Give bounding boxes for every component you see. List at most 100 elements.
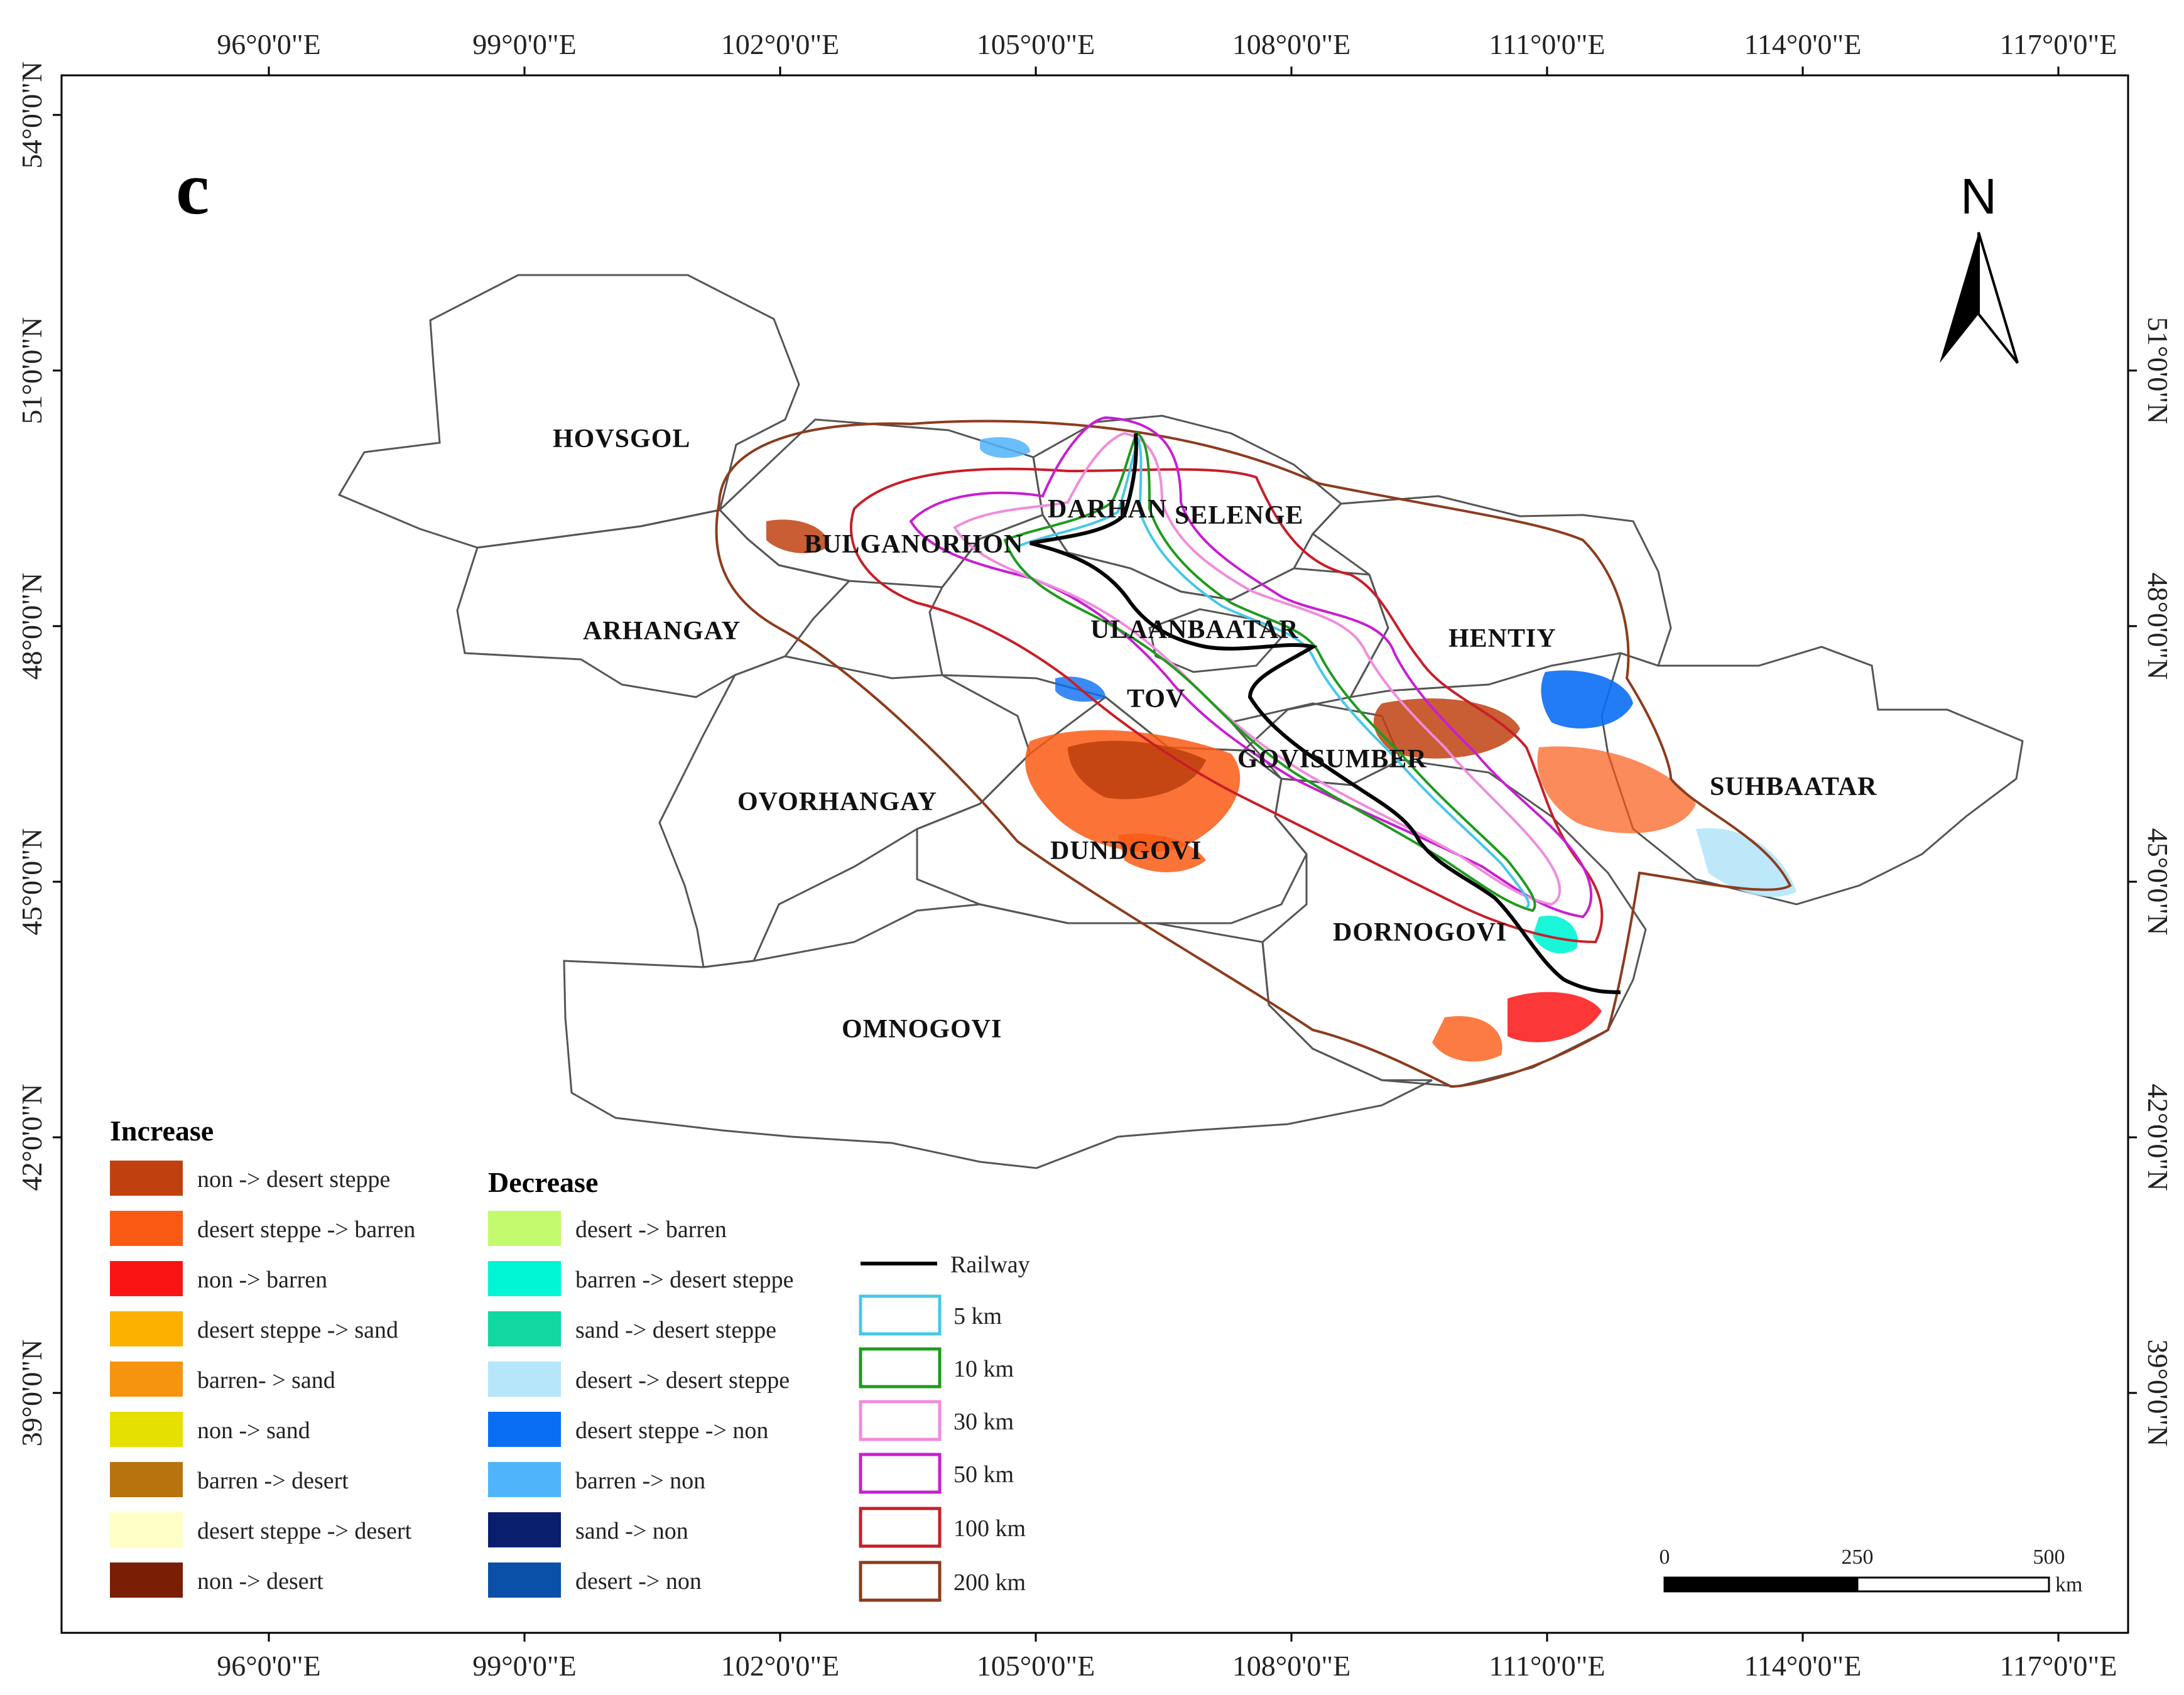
legend-decrease-title: Decrease (488, 1166, 598, 1198)
region-label: TOV (1127, 685, 1185, 713)
legend-swatch (488, 1412, 561, 1447)
right-tick-label: 42°0'0"N (2142, 1084, 2174, 1191)
legend-buffer-item: 10 km (859, 1347, 1014, 1389)
legend-label: non -> barren (197, 1267, 327, 1293)
left-tick-label: 54°0'0"N (16, 62, 48, 169)
legend-swatch (110, 1512, 183, 1547)
legend-swatch (110, 1211, 183, 1246)
scale-label: 0 (1660, 1546, 1670, 1569)
buffer-zones (715, 416, 1792, 1088)
legend-buffer-item: 200 km (859, 1561, 1026, 1602)
scale-label: 500 (2033, 1546, 2065, 1569)
region-label: OVORHANGAY (737, 788, 937, 816)
legend-decrease-item: barren -> desert steppe (488, 1261, 793, 1296)
region-label: ULAANBAATAR (1090, 615, 1298, 644)
legend-swatch (488, 1562, 561, 1598)
bottom-tick-label: 117°0'0"E (2000, 1650, 2117, 1682)
left-tick-label: 51°0'0"N (16, 317, 48, 425)
region-label: OMNOGOVI (842, 1015, 1002, 1044)
legend-swatch (488, 1362, 561, 1397)
legend-swatch (488, 1211, 561, 1246)
right-tick-label: 45°0'0"N (2142, 828, 2174, 936)
right-tick-label: 48°0'0"N (2142, 573, 2174, 680)
legend-decrease-item: desert -> desert steppe (488, 1362, 790, 1397)
dornogovi-boundary (1261, 759, 1647, 1088)
legend-swatch (110, 1462, 183, 1497)
region-label: ARHANGAY (583, 617, 741, 646)
legend-swatch (488, 1311, 561, 1346)
scale-unit: km (2055, 1573, 2082, 1596)
legend-label: 30 km (953, 1409, 1014, 1435)
legend-label: desert steppe -> desert (197, 1518, 412, 1544)
legend-buffer-item: 100 km (859, 1507, 1026, 1548)
legend-increase-item: barren -> desert (110, 1462, 349, 1497)
top-tick-label: 111°0'0"E (1489, 28, 1605, 60)
scale-bar-black (1663, 1576, 1859, 1593)
region-label: GOVISUMBER (1237, 745, 1427, 774)
legend-decrease: Decrease desert -> barren barren -> dese… (488, 1166, 793, 1598)
legend-label: 50 km (953, 1461, 1014, 1488)
legend-label: desert steppe -> barren (197, 1216, 415, 1243)
legend-buffer-swatch (859, 1561, 942, 1602)
legend-decrease-item: barren -> non (488, 1462, 705, 1497)
north-label: N (1960, 168, 1997, 224)
bottom-tick-label: 114°0'0"E (1744, 1650, 1862, 1682)
legend-label: Railway (950, 1252, 1030, 1278)
left-tick-label: 39°0'0"N (16, 1340, 48, 1447)
legend-label: sand -> non (575, 1518, 688, 1544)
left-tick-label: 42°0'0"N (16, 1084, 48, 1191)
buffer-200km (715, 420, 1792, 1088)
legend-label: non -> sand (197, 1417, 310, 1444)
legend-decrease-item: desert -> non (488, 1562, 702, 1598)
bottom-tick-label: 105°0'0"E (977, 1650, 1095, 1682)
right-axis-labels: 51°0'0"N 48°0'0"N 45°0'0"N 42°0'0"N 39°0… (2142, 317, 2174, 1447)
bottom-axis-labels: 96°0'0"E 99°0'0"E 102°0'0"E 105°0'0"E 10… (217, 1650, 2117, 1682)
legend-label: desert steppe -> sand (197, 1317, 398, 1343)
scale-label: 250 (1842, 1546, 1874, 1569)
legend-decrease-item: desert -> barren (488, 1211, 727, 1246)
region-label: HENTIY (1448, 624, 1557, 653)
bottom-tick-label: 102°0'0"E (721, 1650, 840, 1682)
north-arrow-icon: N (1940, 168, 2019, 364)
scale-bar-white (1856, 1576, 2050, 1593)
legend-label: 100 km (953, 1515, 1026, 1542)
buffer-5km (1017, 436, 1530, 909)
legend-increase-item: desert steppe -> barren (110, 1211, 415, 1246)
bottom-tick-label: 99°0'0"E (472, 1650, 577, 1682)
legend-label: desert -> non (575, 1568, 702, 1595)
legend-swatch (110, 1412, 183, 1447)
region-label: SUHBAATAR (1710, 772, 1877, 801)
left-tick-label: 45°0'0"N (16, 828, 48, 936)
buffer-50km (909, 416, 1593, 919)
legend-swatch (110, 1311, 183, 1346)
legend-increase-item: desert steppe -> sand (110, 1311, 398, 1346)
legend-label: non -> desert (197, 1568, 323, 1595)
region-label: BULGANORHON (804, 530, 1023, 559)
legend-label: desert -> desert steppe (575, 1367, 790, 1394)
legend-increase-item: desert steppe -> desert (110, 1512, 412, 1547)
bottom-tick-label: 108°0'0"E (1232, 1650, 1351, 1682)
legend-label: 5 km (953, 1303, 1002, 1329)
legend-buffer-item: 50 km (859, 1453, 1014, 1494)
legend-swatch (110, 1362, 183, 1397)
region-label: DARHAN (1048, 495, 1167, 524)
legend-label: sand -> desert steppe (575, 1317, 776, 1343)
top-tick-label: 105°0'0"E (977, 28, 1095, 60)
right-tick-label: 39°0'0"N (2142, 1340, 2174, 1447)
legend-buffers: Railway 5 km 10 km 30 km 50 km 100 km 20… (859, 1252, 1030, 1602)
bottom-tick-label: 96°0'0"E (217, 1650, 321, 1682)
legend-buffer-item: 30 km (859, 1400, 1014, 1441)
legend-buffer-swatch (859, 1453, 942, 1494)
region-label: HOVSGOL (553, 425, 690, 453)
legend-swatch (110, 1261, 183, 1296)
legend-label: desert -> barren (575, 1216, 727, 1243)
railway-line (1030, 433, 1621, 994)
left-tick-label: 48°0'0"N (16, 573, 48, 680)
legend-buffer-item: 5 km (859, 1294, 1002, 1336)
tick-marks (53, 67, 2137, 1642)
bottom-tick-label: 111°0'0"E (1489, 1650, 1605, 1682)
top-tick-label: 102°0'0"E (721, 28, 840, 60)
legend-label: 200 km (953, 1569, 1026, 1596)
land-cover-patches (766, 437, 1796, 1062)
omnogovi-boundary (563, 903, 1433, 1169)
